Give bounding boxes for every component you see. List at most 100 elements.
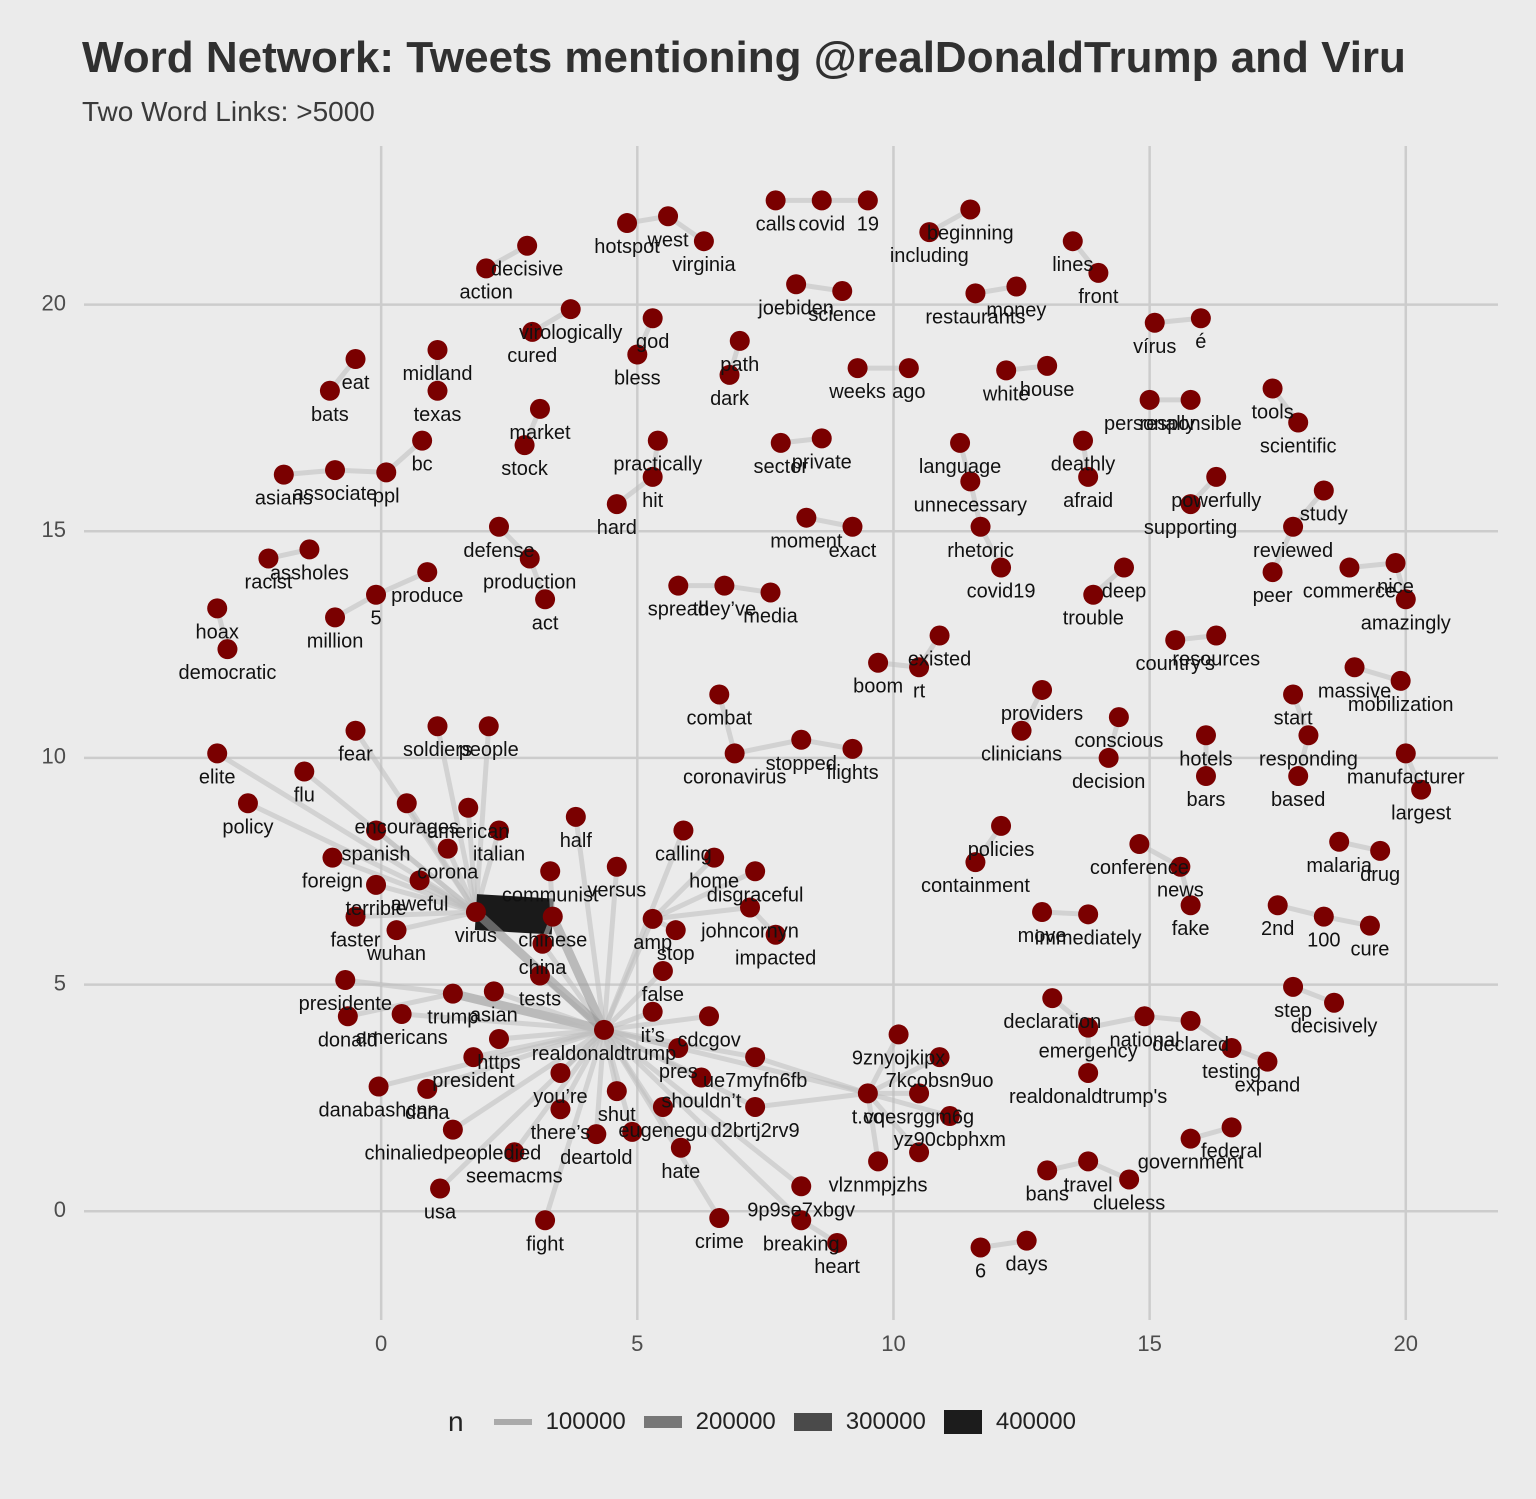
word-node xyxy=(606,1081,627,1102)
node-label: usa xyxy=(424,1202,457,1224)
node-label: 9znyojkipx xyxy=(852,1047,945,1069)
word-node xyxy=(1180,895,1201,916)
node-label: god xyxy=(636,331,669,353)
word-node xyxy=(1339,557,1360,578)
word-node xyxy=(745,1047,766,1068)
node-label: practically xyxy=(613,454,702,476)
node-label: conference xyxy=(1090,857,1189,879)
word-node xyxy=(1078,1062,1099,1083)
word-node xyxy=(376,462,397,483)
node-label: news xyxy=(1157,880,1204,902)
node-label: country's xyxy=(1136,653,1215,675)
node-label: 19 xyxy=(857,213,879,235)
word-node xyxy=(642,908,663,929)
edge-link xyxy=(246,801,478,915)
word-node xyxy=(1262,378,1283,399)
word-node xyxy=(960,199,981,220)
word-node xyxy=(929,1047,950,1068)
word-node xyxy=(258,548,279,569)
node-label: wuhan xyxy=(366,943,426,965)
word-node xyxy=(1042,988,1063,1009)
legend-item: 300000 xyxy=(793,1408,926,1436)
node-label: bans xyxy=(1025,1183,1068,1205)
edge-link xyxy=(418,878,478,915)
node-label: presidente xyxy=(299,993,392,1015)
node-label: home xyxy=(689,871,739,893)
word-node xyxy=(319,380,340,401)
node-label: responsible xyxy=(1139,413,1241,435)
edge-link xyxy=(650,855,716,921)
node-label: market xyxy=(509,422,571,444)
edge-link xyxy=(558,1028,606,1075)
node-label: decisive xyxy=(491,259,563,281)
node-label: ue7myfn6fb xyxy=(703,1070,808,1092)
node-label: covid19 xyxy=(967,581,1036,603)
node-label: people xyxy=(459,739,519,761)
word-node xyxy=(740,897,761,918)
word-node xyxy=(540,861,561,882)
word-node xyxy=(1011,720,1032,741)
node-label: amp xyxy=(633,932,672,954)
edge-link xyxy=(404,801,479,914)
word-node xyxy=(857,190,878,211)
word-node xyxy=(517,235,538,256)
node-label: shouldn’t xyxy=(661,1090,742,1112)
word-node xyxy=(658,206,679,227)
word-node xyxy=(970,516,991,537)
node-label: soldiers xyxy=(403,739,472,761)
legend-title: n xyxy=(448,1406,464,1437)
node-label: asians xyxy=(255,488,313,510)
word-node xyxy=(465,902,486,923)
node-label: 9p9se7xbgv xyxy=(747,1199,855,1221)
edge-link xyxy=(865,1091,921,1154)
node-label: associate xyxy=(293,483,378,505)
node-label: largest xyxy=(1391,803,1451,825)
node-label: virologically xyxy=(519,322,622,344)
node-label: amazingly xyxy=(1361,612,1451,634)
node-label: deartold xyxy=(560,1147,632,1169)
word-node xyxy=(1078,904,1099,925)
node-label: declaration xyxy=(1003,1011,1101,1033)
edge-link xyxy=(602,1028,803,1223)
edge-link xyxy=(573,816,607,1031)
edge-link xyxy=(603,1027,869,1096)
node-label: seemacms xyxy=(466,1165,563,1187)
word-node xyxy=(1267,895,1288,916)
node-label: emergency xyxy=(1039,1041,1138,1063)
word-node xyxy=(1119,1169,1140,1190)
node-label: policy xyxy=(222,816,273,838)
node-label: virginia xyxy=(672,254,736,276)
word-node xyxy=(345,349,366,370)
node-label: weeks xyxy=(828,381,886,403)
label-layer: calls covid 19hotspotwestvirginiabeginning… xyxy=(179,213,1465,1282)
word-node xyxy=(842,516,863,537)
node-label: production xyxy=(483,571,576,593)
node-label: fear xyxy=(338,744,373,766)
node-label: decisively xyxy=(1291,1016,1378,1038)
word-node xyxy=(335,970,356,991)
node-label: powerfully xyxy=(1171,490,1261,512)
node-label: media xyxy=(743,605,798,627)
node-label: fake xyxy=(1172,918,1210,940)
word-node xyxy=(488,820,509,841)
node-label: vírus xyxy=(1133,336,1176,358)
node-label: produce xyxy=(391,585,463,607)
word-node xyxy=(668,1038,689,1059)
node-label: danabashcnn xyxy=(319,1100,439,1122)
node-label: start xyxy=(1274,707,1313,729)
edge-link xyxy=(344,977,454,997)
node-label: language xyxy=(919,456,1001,478)
node-label: realdonaldtrump's xyxy=(1009,1086,1167,1108)
word-node xyxy=(1390,670,1411,691)
node-label: hotspot xyxy=(594,236,660,258)
word-node xyxy=(745,861,766,882)
node-label: dark xyxy=(710,388,750,410)
word-node xyxy=(417,562,438,583)
node-label: calls xyxy=(756,213,796,235)
node-label: policies xyxy=(968,839,1035,861)
node-label: supporting xyxy=(1144,517,1237,539)
word-node xyxy=(709,1208,730,1229)
node-label: act xyxy=(532,612,559,634)
edge-link xyxy=(451,989,606,1035)
edge-link xyxy=(754,1054,869,1096)
